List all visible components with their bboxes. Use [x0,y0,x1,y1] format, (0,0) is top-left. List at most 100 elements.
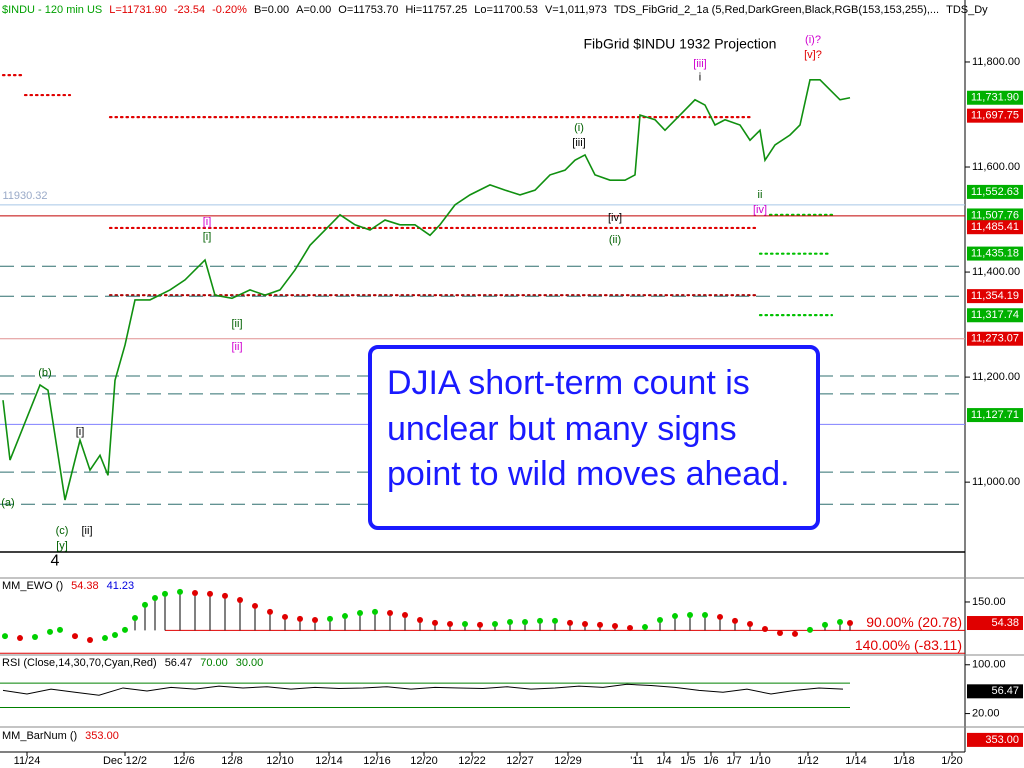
ewo-dot [837,619,843,625]
ewo-dot [417,617,423,624]
wave-label: i [699,72,701,84]
price-marker-label: 353.00 [985,734,1019,746]
y-tick-label: 11,000.00 [972,476,1020,488]
wave-label: [ii] [232,318,243,330]
ewo-dot [57,626,63,633]
price-marker [967,208,1023,223]
level-label: 140.00% (-83.11) [855,637,962,653]
price-marker [967,732,1023,747]
price-marker-label: 11,317.74 [971,309,1019,321]
ewo-dot [477,621,483,628]
wave-label: (b) [38,367,51,379]
ewo-dot [702,611,708,618]
price-marker [967,289,1023,304]
x-tick-label: 1/12 [797,755,818,767]
y-tick-label: 11,400.00 [972,266,1020,278]
ewo-dot [747,620,753,627]
x-tick-label: 12/8 [221,755,242,767]
x-tick-label: 1/20 [941,755,962,767]
ewo-dot [207,590,213,597]
ewo-dot [642,624,648,631]
indicator-label: MM_EWO () [2,580,63,592]
ewo-dot [342,613,348,620]
x-tick-label: 12/16 [363,755,391,767]
ewo-dot [112,631,118,638]
indicator-readout: 30.00 [236,657,264,669]
wave-label: ii [758,189,763,201]
y-tick-label: 11,200.00 [972,371,1020,383]
x-tick-label: 11/24 [14,755,41,767]
y-tick-label: 150.00 [972,596,1006,608]
header-item: A=0.00 [296,4,331,16]
header-item: V=1,011,973 [545,4,607,16]
price-marker-label: 11,273.07 [971,333,1019,345]
header-item: -0.20% [212,4,247,16]
wave-label: [iv] [753,204,767,216]
price-marker [967,246,1023,261]
level-label: 90.00% (20.78) [866,614,962,630]
wave-label: [ii] [82,525,93,537]
callout-box [368,345,820,530]
x-tick-label: 1/10 [749,755,770,767]
ewo-dot [32,633,38,640]
ewo-dot [807,626,813,633]
header-item: TDS_Dy [946,4,988,16]
indicator-readout: 70.00 [200,657,228,669]
ewo-dot [252,602,258,609]
price-marker-label: 11,697.75 [971,110,1019,122]
x-tick-label: 12/29 [554,755,582,767]
header-item: Hi=11757.25 [405,4,467,16]
ewo-dot [402,611,408,618]
wave-label: (ii) [609,234,621,246]
indicator-readout: 353.00 [85,730,119,742]
price-marker-label: 11,731.90 [971,92,1019,104]
ewo-dot [507,619,513,625]
ewo-dot [672,613,678,620]
ewo-dot [267,608,273,615]
indicator-label: MM_BarNum () [2,730,77,742]
ewo-dot [687,611,693,618]
ewo-dot [492,620,498,627]
header-item: Lo=11700.53 [474,4,538,16]
ewo-dot [142,601,148,608]
x-tick-label: 1/4 [656,755,671,767]
ewo-dot [432,619,438,626]
x-tick-label: Dec 12/2 [103,755,147,767]
x-tick-label: 12/20 [410,755,438,767]
ewo-dot [152,595,158,602]
ewo-dot [447,620,453,627]
wave-label: [v]? [804,49,822,61]
indicator-readout: 41.23 [107,580,135,592]
ewo-dot [567,619,573,626]
price-marker-label: 11,485.41 [971,221,1019,233]
x-tick-label: 12/27 [506,755,534,767]
ewo-dot [282,613,288,620]
indicator-readout: 54.38 [71,580,99,592]
price-marker [967,220,1023,235]
y-tick-label: 100.00 [972,659,1006,671]
wave-label: [i] [76,426,85,438]
callout: DJIA short-term count is unclear but man… [368,345,820,530]
price-marker-label: 11,507.76 [971,209,1019,221]
ewo-dot [537,617,543,624]
ewo-dot [582,620,588,627]
header-item: B=0.00 [254,4,289,16]
ewo-dot [17,635,23,642]
ewo-dot [297,615,303,622]
header-item: -23.54 [174,4,205,16]
wave-label: [i] [203,231,212,243]
indicator-label: RSI (Close,14,30,70,Cyan,Red) [2,657,157,669]
wave-label: (c) [56,525,69,537]
price-line [2,683,844,696]
y-tick-label: 11,600.00 [972,161,1020,173]
ewo-dot [357,609,363,616]
header-item: TDS_FibGrid_2_1a (5,Red,DarkGreen,Black,… [614,4,939,16]
ewo-dot [462,620,468,627]
wave-label: 4 [51,553,60,570]
ewo-dot [847,620,853,627]
wave-label: [iv] [608,212,622,224]
ewo-dot [132,615,138,622]
ewo-dot [162,590,168,597]
ewo-dot [102,635,108,642]
